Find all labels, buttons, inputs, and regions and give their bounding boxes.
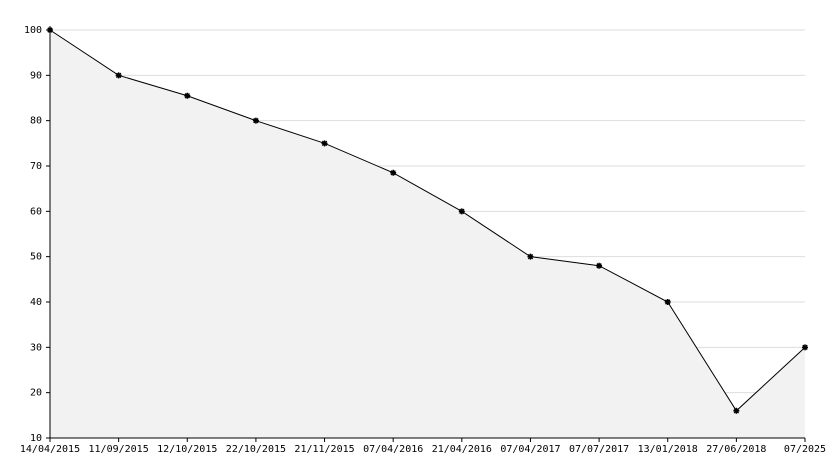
- y-tick-label: 20: [30, 388, 42, 399]
- x-tick-label: 11/09/2015: [89, 444, 149, 455]
- x-tick-label: 21/11/2015: [294, 444, 354, 455]
- y-tick-label: 70: [30, 161, 42, 172]
- x-tick-label: 07/07/2017: [569, 444, 629, 455]
- x-tick-label: 27/06/2018: [706, 444, 766, 455]
- marker: [390, 169, 397, 176]
- x-tick-label: 07/2025: [784, 444, 826, 455]
- x-tick-label: 21/04/2016: [432, 444, 492, 455]
- marker: [664, 299, 671, 305]
- line: [49, 29, 806, 412]
- x-tick-label: 07/04/2017: [500, 444, 560, 455]
- x-tick-label: 22/10/2015: [226, 444, 286, 455]
- marker: [596, 262, 603, 269]
- marker: [733, 407, 740, 414]
- x-tick-label: 12/10/2015: [157, 444, 217, 455]
- y-tick-label: 90: [30, 70, 42, 81]
- y-tick-label: 100: [24, 25, 42, 36]
- y-tick-label: 10: [30, 433, 42, 444]
- x-tick-label: 07/04/2016: [363, 444, 423, 455]
- x-tick-label: 13/01/2018: [638, 444, 698, 455]
- y-tick-label: 60: [30, 206, 42, 217]
- area-fill: [50, 30, 805, 438]
- marker: [115, 72, 122, 79]
- marker: [458, 208, 465, 215]
- marker: [527, 253, 534, 260]
- y-tick-label: 80: [30, 116, 42, 127]
- marker: [802, 344, 808, 351]
- marker: [321, 140, 328, 147]
- y-tick-label: 30: [30, 342, 42, 353]
- marker: [184, 92, 191, 99]
- y-tick-label: 40: [30, 297, 42, 308]
- x-tick-label: 14/04/2015: [20, 444, 80, 455]
- y-tick-label: 50: [30, 252, 42, 263]
- marker: [252, 117, 259, 124]
